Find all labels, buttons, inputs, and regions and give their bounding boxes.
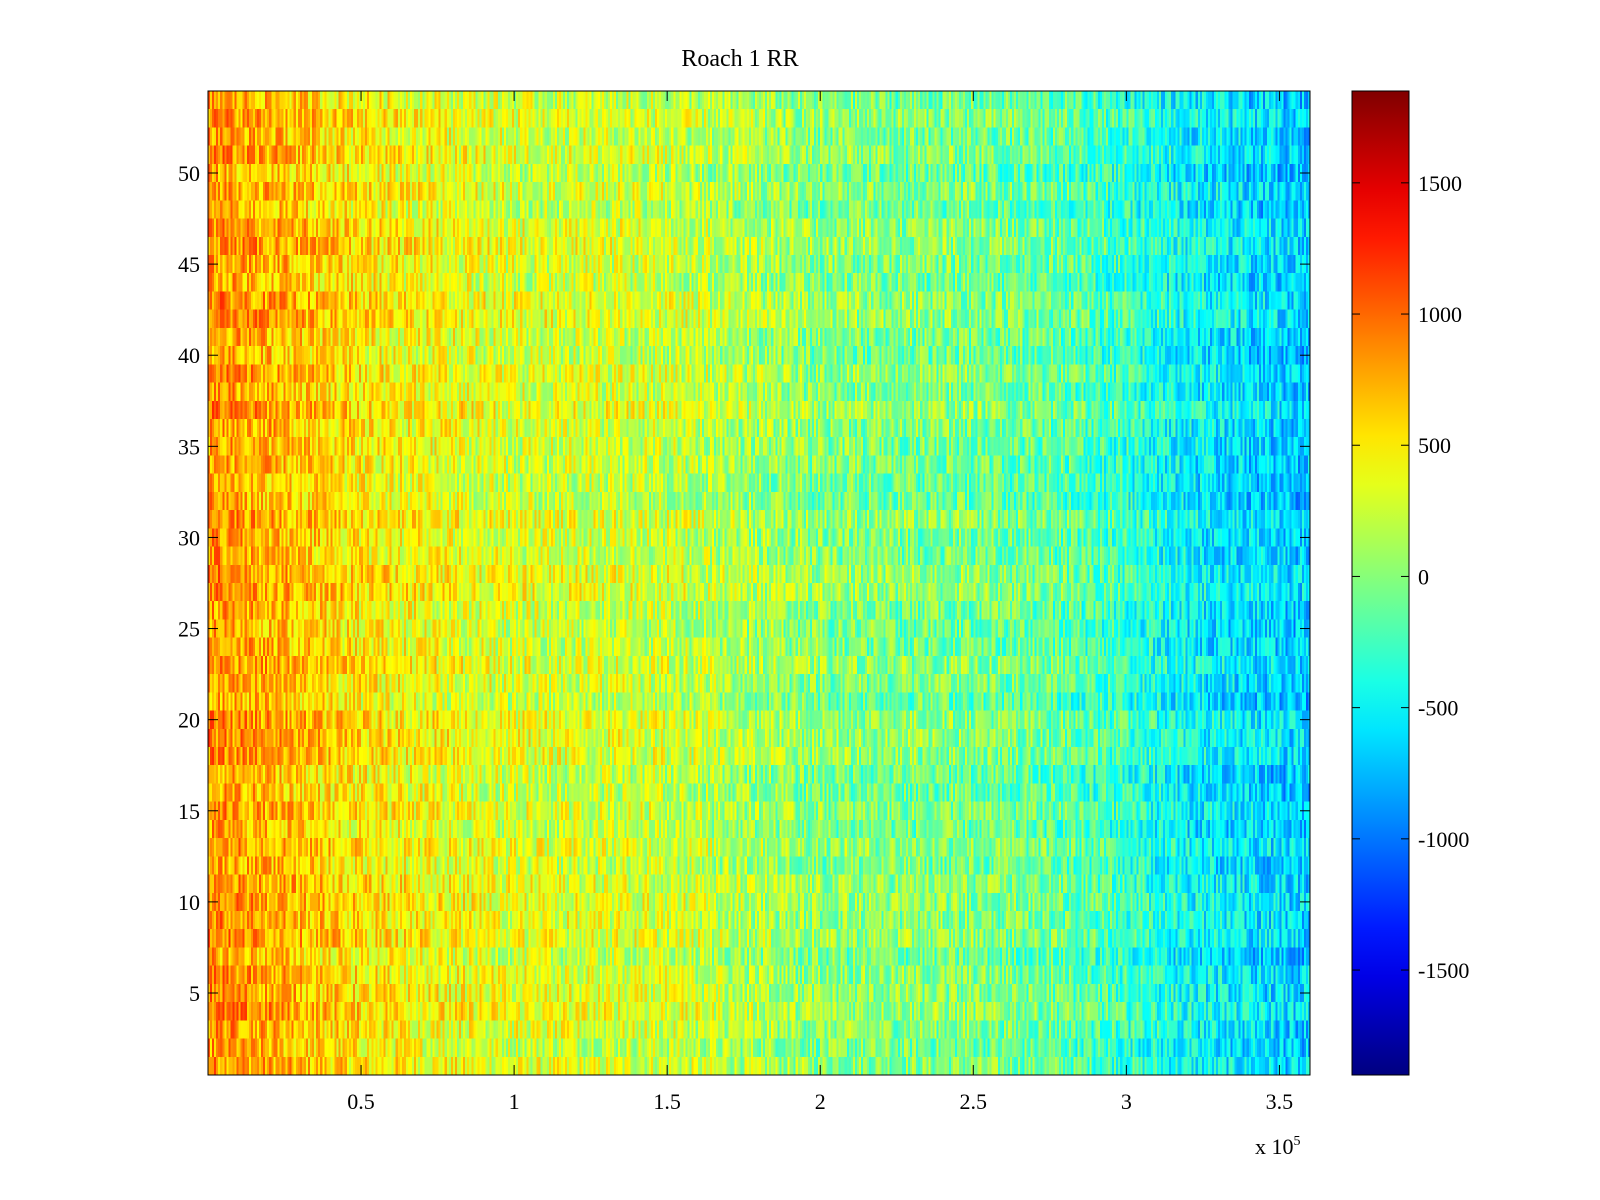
x-tick-label: 3.5 <box>1266 1089 1294 1114</box>
x-tick-label: 1.5 <box>653 1089 681 1114</box>
colorbar-tick-label: 0 <box>1418 564 1429 589</box>
y-tick-label: 30 <box>178 525 200 550</box>
x-tick-label: 2.5 <box>960 1089 988 1114</box>
colorbar-tick-label: -500 <box>1418 696 1458 721</box>
y-tick-label: 45 <box>178 252 200 277</box>
x-tick-label: 2 <box>815 1089 826 1114</box>
x-tick-label: 3 <box>1121 1089 1132 1114</box>
heatmap-image <box>208 91 1310 1075</box>
chart-title: Roach 1 RR <box>681 46 798 72</box>
y-tick-label: 50 <box>178 161 200 186</box>
colorbar-axis: 1500 1000 500 0 -500 -1000 -1500 <box>1352 171 1469 983</box>
plot-frame <box>207 90 1311 1076</box>
colorbar-tick-label: 1500 <box>1418 171 1462 196</box>
colorbar-tick-label: 1000 <box>1418 302 1462 327</box>
y-tick-label: 25 <box>178 617 200 642</box>
y-tick-label: 5 <box>189 981 200 1006</box>
y-tick-label: 10 <box>178 890 200 915</box>
x-axis: 0.5 1 1.5 2 2.5 3 3.5 <box>347 91 1293 1114</box>
y-tick-label: 15 <box>178 799 200 824</box>
x-multiplier-base: x 10 <box>1255 1134 1294 1159</box>
colorbar-tick-label: -1500 <box>1418 958 1469 983</box>
y-tick-label: 20 <box>178 708 200 733</box>
x-multiplier-exponent: 5 <box>1294 1134 1301 1149</box>
colorbar-tick-label: -1000 <box>1418 827 1469 852</box>
colorbar <box>1351 90 1410 1076</box>
y-axis: 5 10 15 20 25 30 35 40 45 50 <box>178 161 1310 1006</box>
x-axis-multiplier: x 105 <box>1255 1134 1301 1159</box>
x-tick-label: 0.5 <box>347 1089 375 1114</box>
heatmap-cells <box>208 91 1310 1075</box>
colorbar-tick-label: 500 <box>1418 433 1451 458</box>
y-tick-label: 35 <box>178 434 200 459</box>
x-tick-label: 1 <box>509 1089 520 1114</box>
y-tick-label: 40 <box>178 343 200 368</box>
